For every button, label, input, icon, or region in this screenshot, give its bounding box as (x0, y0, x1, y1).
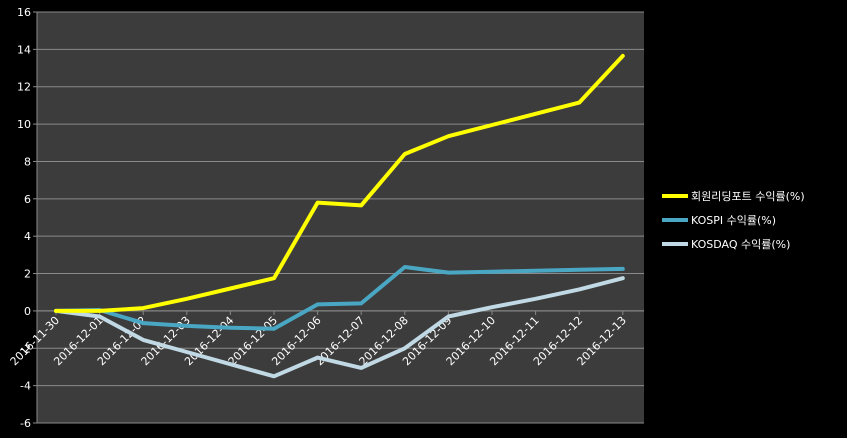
series-line (54, 265, 625, 331)
y-tick-label: 10 (17, 118, 31, 131)
y-tick-label: 4 (24, 230, 31, 243)
legend-item-1: KOSPI 수익률(%) (662, 214, 776, 227)
plot-area (37, 12, 644, 423)
y-tick-label: 14 (17, 43, 31, 56)
legend-label: 회원리딩포트 수익률(%) (691, 190, 805, 203)
legend-item-2: KOSDAQ 수익률(%) (662, 238, 790, 251)
y-tick-label: 8 (24, 155, 31, 168)
y-tick-label: 16 (17, 6, 31, 19)
y-tick-label: -6 (20, 417, 31, 430)
y-tick-label: 2 (24, 268, 31, 281)
y-tick-label: 6 (24, 193, 31, 206)
series-lines (54, 53, 625, 379)
legend-label: KOSDAQ 수익률(%) (691, 238, 790, 251)
legend-label: KOSPI 수익률(%) (691, 214, 776, 227)
y-tick-label: -4 (20, 380, 31, 393)
series-line (54, 276, 625, 379)
legend: 회원리딩포트 수익률(%) KOSPI 수익률(%) KOSDAQ 수익률(%) (662, 190, 805, 251)
y-tick-label: 0 (24, 305, 31, 318)
legend-item-0: 회원리딩포트 수익률(%) (662, 190, 805, 203)
y-tick-label: 12 (17, 81, 31, 94)
y-tick-label: -2 (20, 342, 31, 355)
series-line (54, 53, 625, 313)
